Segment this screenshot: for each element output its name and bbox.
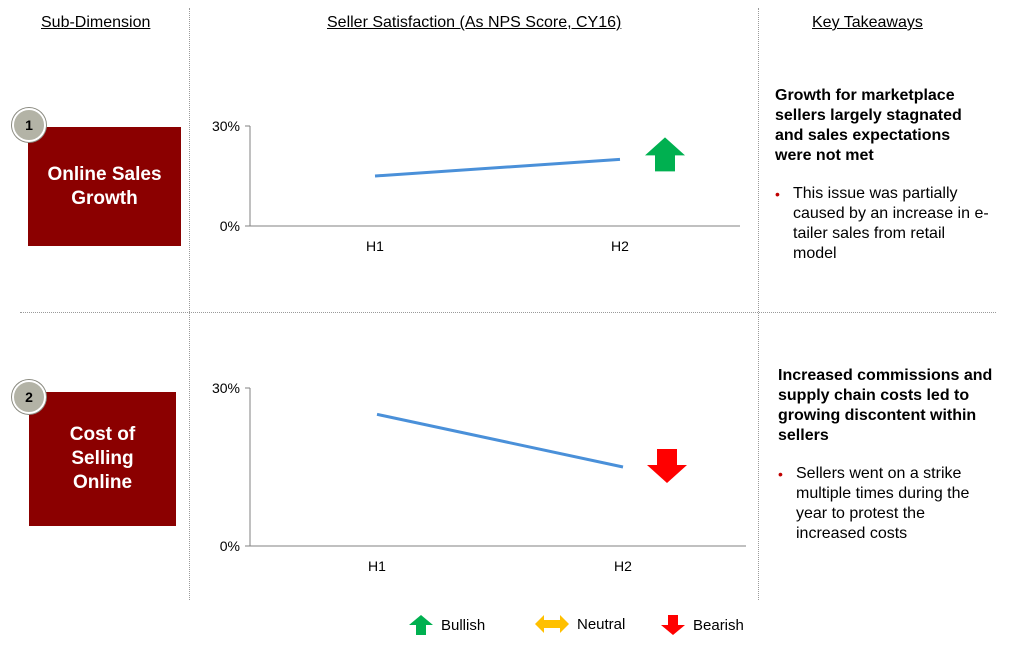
header-seller-satisfaction: Seller Satisfaction (As NPS Score, CY16) (327, 14, 622, 31)
takeaway-lead: Growth for marketplace sellers largely s… (775, 87, 962, 164)
y-tick-label: 0% (220, 538, 240, 554)
takeaway-bullet: This issue was partially caused by an in… (775, 184, 990, 264)
takeaway-row-2: Increased commissions and supply chain c… (778, 366, 993, 544)
bullish-arrow-icon (409, 615, 433, 635)
series-line (376, 412, 624, 469)
dimension-line: Online Sales (47, 163, 162, 185)
header-key-takeaways: Key Takeaways (812, 14, 923, 31)
takeaway-row-1: Growth for marketplace sellers largely s… (775, 86, 990, 264)
legend-neutral: Neutral (535, 615, 625, 633)
dimension-line: Cost of (69, 424, 136, 445)
dimension-box-online-sales-growth: Online Sales Growth (28, 127, 181, 246)
takeaway-lead: Increased commissions and supply chain c… (778, 367, 993, 444)
bearish-arrow-icon (661, 615, 685, 635)
neutral-arrow-icon (535, 615, 569, 633)
legend-bullish-label: Bullish (441, 616, 486, 634)
row-number-badge: 2 (12, 380, 46, 414)
legend-bullish: Bullish (409, 615, 485, 635)
y-tick-label: 0% (220, 218, 240, 234)
x-tick-label: H2 (614, 558, 632, 574)
dimension-line: Online (72, 472, 133, 493)
dimension-line: Growth (71, 187, 138, 209)
legend-neutral-label: Neutral (577, 615, 626, 633)
x-tick-label: H1 (366, 238, 384, 254)
y-tick-label: 30% (212, 118, 240, 134)
divider-left (189, 8, 190, 600)
x-tick-label: H1 (368, 558, 386, 574)
chart-online-sales-growth: 0% 30% H1 H2 (212, 118, 740, 254)
dimension-box-cost-of-selling-online: Cost of Selling Online (29, 392, 176, 526)
x-tick-label: H2 (611, 238, 629, 254)
bearish-arrow-icon (647, 449, 687, 483)
row-number-badge: 1 (12, 108, 46, 142)
legend-bearish-label: Bearish (693, 616, 744, 634)
legend-bearish: Bearish (661, 615, 744, 635)
divider-row (20, 312, 996, 313)
header-sub-dimension: Sub-Dimension (41, 14, 151, 31)
series-line (374, 157, 621, 178)
takeaway-bullet: Sellers went on a strike multiple times … (778, 464, 993, 544)
y-tick-label: 30% (212, 380, 240, 396)
chart-cost-of-selling-online: 0% 30% H1 H2 (212, 380, 746, 574)
divider-right (758, 8, 759, 600)
dimension-line: Selling (71, 448, 134, 469)
bullish-arrow-icon (645, 137, 685, 172)
